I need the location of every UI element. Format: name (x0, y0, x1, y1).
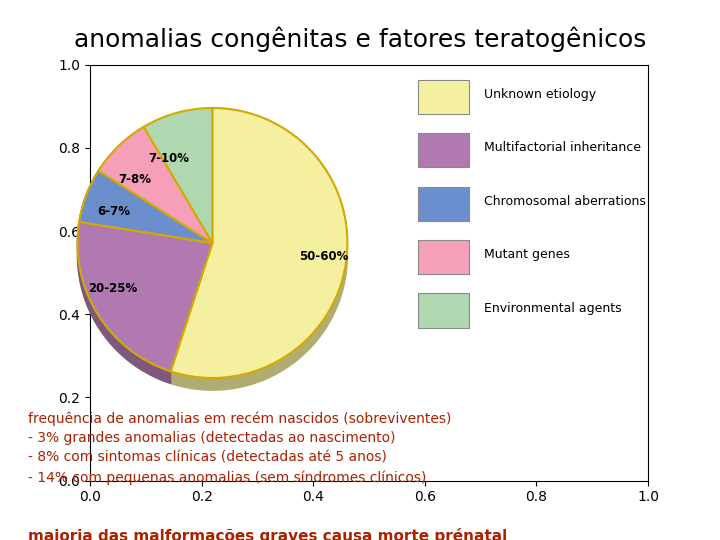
Text: Unknown etiology: Unknown etiology (484, 87, 596, 101)
FancyBboxPatch shape (418, 79, 469, 113)
Wedge shape (99, 127, 212, 243)
Text: Chromosomal aberrations: Chromosomal aberrations (484, 194, 646, 208)
Polygon shape (171, 108, 348, 390)
FancyBboxPatch shape (418, 240, 469, 274)
Text: anomalias congênitas e fatores teratogênicos: anomalias congênitas e fatores teratogên… (74, 27, 646, 52)
Wedge shape (79, 171, 212, 243)
Text: Multifactorial inheritance: Multifactorial inheritance (484, 141, 641, 154)
Text: Mutant genes: Mutant genes (484, 248, 570, 261)
Text: frequência de anomalias em recém nascidos (sobreviventes)
- 3% grandes anomalias: frequência de anomalias em recém nascido… (28, 411, 451, 485)
Text: 7-10%: 7-10% (148, 152, 189, 165)
Polygon shape (79, 171, 99, 234)
FancyBboxPatch shape (418, 186, 469, 220)
Wedge shape (144, 108, 212, 243)
Text: Environmental agents: Environmental agents (484, 301, 621, 315)
Text: 20-25%: 20-25% (89, 282, 138, 295)
Polygon shape (78, 222, 171, 383)
Text: maioria das malformações graves causa morte prénatal: maioria das malformações graves causa mo… (28, 528, 508, 540)
FancyBboxPatch shape (418, 294, 469, 327)
FancyBboxPatch shape (418, 133, 469, 167)
Text: 6-7%: 6-7% (97, 206, 130, 219)
Wedge shape (171, 108, 347, 378)
Text: 50-60%: 50-60% (299, 250, 348, 263)
Wedge shape (78, 222, 212, 372)
Text: 7-8%: 7-8% (118, 173, 151, 186)
